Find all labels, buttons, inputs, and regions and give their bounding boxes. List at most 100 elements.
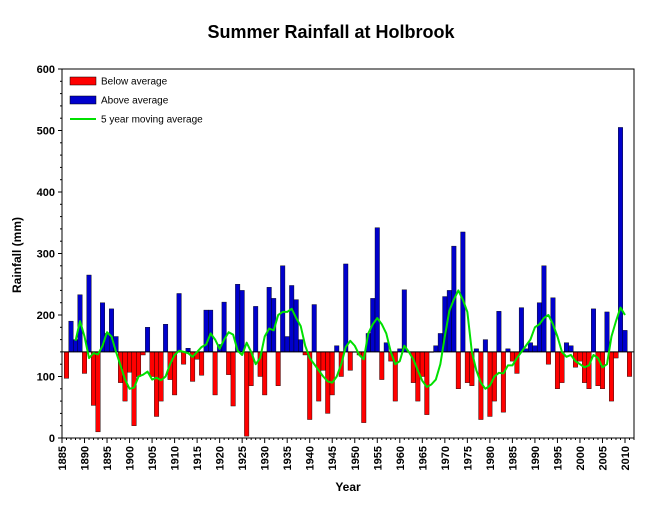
x-tick-label: 2010 [620, 446, 632, 470]
bar-above-average [311, 304, 317, 353]
x-tick-label: 1920 [215, 446, 227, 470]
bar-above-average [280, 265, 286, 353]
x-tick-label: 1980 [485, 446, 497, 470]
legend-label: 5 year moving average [101, 115, 203, 126]
bar-below-average [361, 351, 367, 423]
bar-above-average [239, 290, 245, 353]
bar-below-average [154, 351, 160, 417]
bar-below-average [419, 351, 425, 377]
x-tick-label: 1965 [417, 446, 429, 470]
x-tick-label: 1970 [440, 446, 452, 470]
bar-above-average [541, 265, 547, 353]
bar-above-average [334, 345, 340, 353]
bar-below-average [149, 351, 155, 377]
legend-label: Above average [101, 96, 169, 107]
bar-below-average [347, 351, 353, 371]
x-tick-label: 1995 [552, 446, 564, 470]
bar-below-average [275, 351, 281, 386]
legend-swatch-below [69, 76, 97, 86]
bar-below-average [613, 351, 619, 359]
x-tick-label: 2005 [597, 446, 609, 470]
x-tick-label: 2000 [575, 446, 587, 470]
bar-above-average [374, 227, 380, 353]
bar-below-average [262, 351, 268, 396]
x-tick-label: 1935 [282, 446, 294, 470]
bar-below-average [158, 351, 164, 402]
bar-above-average [618, 127, 623, 353]
bar-below-average [455, 351, 461, 389]
bar-above-average [253, 306, 259, 353]
x-tick-label: 1925 [237, 446, 249, 470]
bar-below-average [500, 351, 506, 413]
bar-above-average [68, 320, 74, 353]
bar-below-average [244, 351, 250, 437]
bar-below-average [64, 351, 69, 379]
bar-above-average [496, 311, 502, 353]
bar-below-average [316, 351, 322, 402]
x-tick-label: 1905 [147, 446, 159, 470]
bar-below-average [577, 351, 583, 362]
bar-below-average [127, 351, 133, 373]
y-tick-label: 500 [37, 126, 55, 138]
x-tick-label: 1990 [530, 446, 542, 470]
bar-below-average [609, 351, 614, 402]
legend-swatch-above [69, 95, 97, 105]
y-tick-label: 300 [37, 249, 55, 261]
bar-below-average [136, 351, 142, 377]
x-tick-label: 1950 [350, 446, 362, 470]
bar-below-average [554, 351, 560, 389]
moving-average-line [74, 289, 626, 390]
x-axis-label: Year [335, 480, 361, 494]
bar-above-average [73, 339, 78, 353]
bar-above-average [482, 339, 488, 353]
x-tick-label: 1985 [507, 446, 519, 470]
bar-above-average [145, 327, 151, 353]
bar-above-average [298, 339, 304, 353]
y-tick-label: 0 [49, 433, 55, 445]
x-tick-label: 1890 [80, 446, 92, 470]
bar-below-average [230, 351, 236, 407]
bar-below-average [329, 351, 335, 396]
x-tick-label: 1915 [192, 446, 204, 470]
y-axis-label: Rainfall (mm) [10, 217, 24, 293]
bar-below-average [379, 351, 385, 380]
x-tick-label: 1955 [372, 446, 384, 470]
x-axis: 1885 1890 1895 1900 1905 1910 1915 1920 1925 1930… [57, 438, 635, 470]
x-tick-label: 1975 [462, 446, 474, 470]
bar-below-average [600, 351, 605, 389]
bar-below-average [559, 351, 565, 383]
bar-above-average [604, 311, 610, 353]
bar-above-average [185, 348, 191, 353]
bar-above-average [532, 345, 538, 353]
bar-above-average [86, 274, 92, 353]
y-tick-label: 400 [37, 187, 55, 199]
y-axis: 0 100 200 300 400 500 600 [37, 64, 62, 445]
y-tick-label: 200 [37, 310, 55, 322]
bar-below-average [627, 351, 632, 377]
bar-above-average [284, 336, 290, 353]
x-tick-label: 1930 [260, 446, 272, 470]
bar-above-average [563, 342, 569, 353]
bar-above-average [591, 308, 596, 353]
x-tick-label: 1945 [327, 446, 339, 470]
legend: Below average Above average 5 year moving … [69, 76, 203, 126]
bar-above-average [176, 293, 182, 353]
bar-above-average [527, 342, 533, 353]
x-tick-label: 1910 [170, 446, 182, 470]
bar-below-average [95, 351, 101, 433]
bar-above-average [518, 307, 524, 353]
y-tick-label: 600 [37, 64, 55, 76]
bar-below-average [226, 351, 232, 375]
x-tick-label: 1885 [57, 446, 69, 470]
bar-above-average [622, 330, 628, 353]
bar-below-average [181, 351, 187, 365]
bar-above-average [266, 287, 272, 353]
x-tick-label: 1960 [395, 446, 407, 470]
bar-below-average [91, 351, 96, 406]
y-tick-label: 100 [37, 372, 55, 384]
bar-below-average [212, 351, 218, 396]
x-tick-label: 1895 [102, 446, 114, 470]
bar-above-average [401, 289, 407, 353]
bar-above-average [568, 345, 574, 353]
